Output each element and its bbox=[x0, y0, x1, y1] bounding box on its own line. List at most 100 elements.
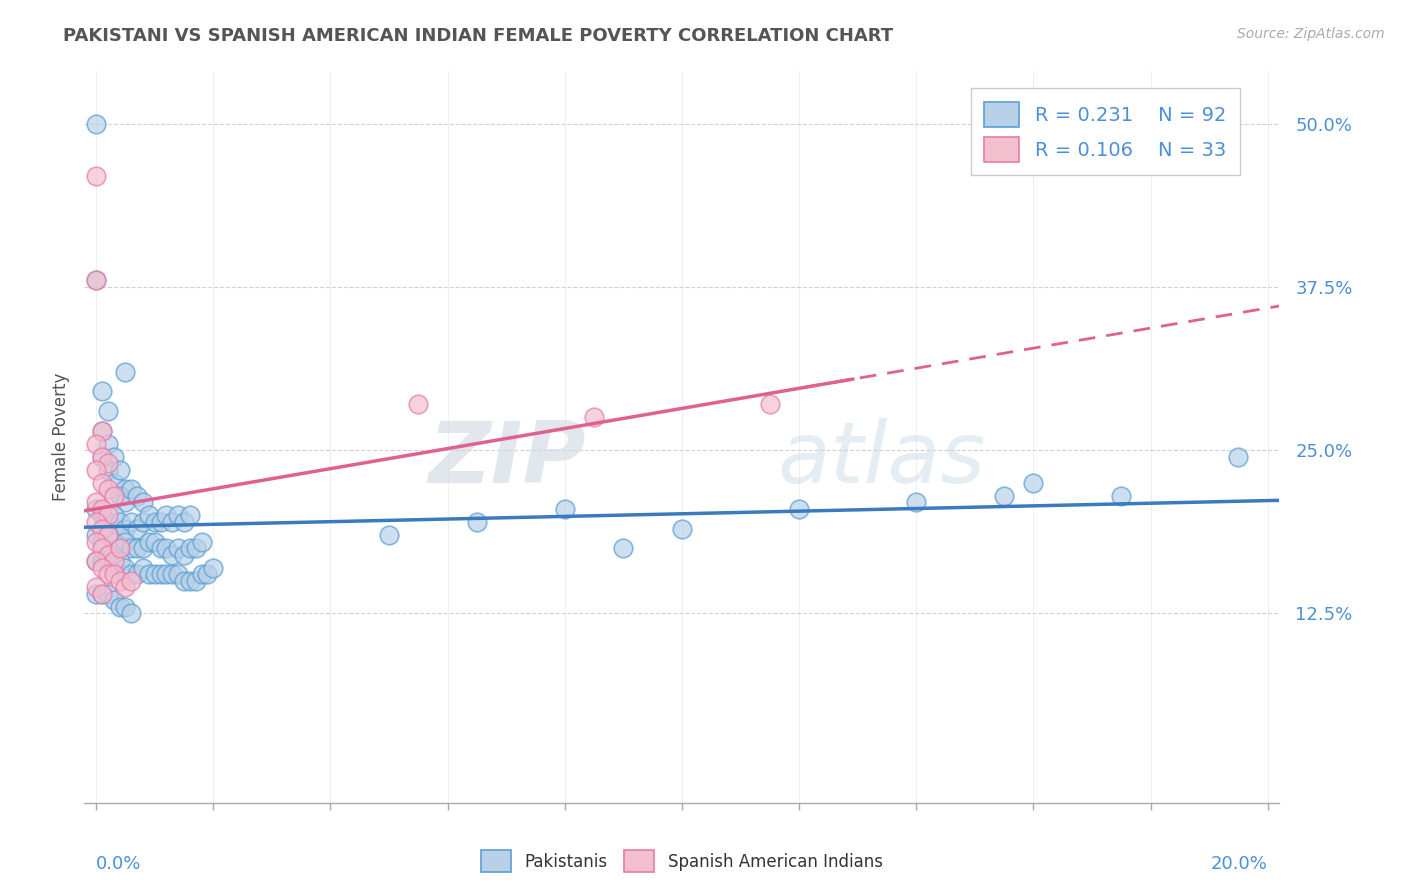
Point bbox=[90, 554, 114, 568]
Point bbox=[143, 515, 166, 529]
Point bbox=[90, 424, 114, 438]
Point bbox=[179, 508, 201, 523]
Point bbox=[143, 534, 166, 549]
Point bbox=[149, 515, 172, 529]
Point bbox=[114, 534, 136, 549]
Point bbox=[162, 567, 183, 582]
Point bbox=[97, 463, 120, 477]
Point bbox=[759, 397, 782, 411]
Point bbox=[103, 475, 125, 490]
Point bbox=[114, 560, 136, 574]
Point bbox=[149, 541, 172, 555]
Point bbox=[108, 599, 131, 614]
Point bbox=[202, 560, 225, 574]
Point bbox=[90, 541, 114, 555]
Point bbox=[90, 521, 114, 535]
Y-axis label: Female Poverty: Female Poverty bbox=[52, 373, 70, 501]
Point bbox=[408, 397, 430, 411]
Point bbox=[114, 580, 136, 594]
Point bbox=[671, 521, 693, 535]
Point bbox=[465, 515, 488, 529]
Point bbox=[132, 495, 155, 509]
Point bbox=[84, 580, 107, 594]
Point bbox=[97, 567, 120, 582]
Point bbox=[1111, 489, 1133, 503]
Point bbox=[108, 541, 131, 555]
Point bbox=[84, 169, 107, 183]
Point bbox=[97, 483, 120, 497]
Point bbox=[378, 528, 401, 542]
Point bbox=[84, 554, 107, 568]
Point bbox=[173, 515, 195, 529]
Point bbox=[97, 528, 120, 542]
Point bbox=[90, 502, 114, 516]
Point bbox=[143, 567, 166, 582]
Point bbox=[554, 502, 576, 516]
Point bbox=[90, 508, 114, 523]
Point bbox=[127, 489, 149, 503]
Point bbox=[114, 521, 136, 535]
Point bbox=[149, 567, 172, 582]
Point bbox=[184, 574, 207, 588]
Point bbox=[97, 456, 120, 470]
Point bbox=[90, 450, 114, 464]
Point bbox=[103, 554, 125, 568]
Point bbox=[108, 574, 131, 588]
Point bbox=[993, 489, 1015, 503]
Point bbox=[114, 599, 136, 614]
Point bbox=[190, 567, 212, 582]
Point bbox=[84, 528, 107, 542]
Point bbox=[155, 567, 177, 582]
Point bbox=[120, 515, 142, 529]
Point bbox=[90, 475, 114, 490]
Point bbox=[120, 574, 142, 588]
Point bbox=[103, 450, 125, 464]
Point bbox=[179, 541, 201, 555]
Point bbox=[84, 117, 107, 131]
Text: ZIP: ZIP bbox=[429, 417, 586, 500]
Point bbox=[84, 273, 107, 287]
Point bbox=[103, 489, 125, 503]
Point bbox=[103, 534, 125, 549]
Point bbox=[90, 424, 114, 438]
Point bbox=[179, 574, 201, 588]
Point bbox=[138, 534, 160, 549]
Point bbox=[90, 587, 114, 601]
Legend: Pakistanis, Spanish American Indians: Pakistanis, Spanish American Indians bbox=[474, 844, 890, 879]
Point bbox=[97, 528, 120, 542]
Point bbox=[90, 560, 114, 574]
Point bbox=[84, 502, 107, 516]
Point bbox=[184, 541, 207, 555]
Point bbox=[787, 502, 810, 516]
Point bbox=[120, 541, 142, 555]
Point bbox=[138, 508, 160, 523]
Point bbox=[120, 607, 142, 621]
Point bbox=[97, 404, 120, 418]
Point bbox=[120, 483, 142, 497]
Point bbox=[197, 567, 219, 582]
Point bbox=[90, 384, 114, 399]
Point bbox=[84, 463, 107, 477]
Point bbox=[108, 463, 131, 477]
Point bbox=[155, 541, 177, 555]
Point bbox=[173, 574, 195, 588]
Point bbox=[612, 541, 634, 555]
Point bbox=[132, 515, 155, 529]
Point bbox=[583, 410, 606, 425]
Text: 0.0%: 0.0% bbox=[96, 855, 142, 873]
Point bbox=[97, 515, 120, 529]
Point bbox=[114, 495, 136, 509]
Point bbox=[108, 489, 131, 503]
Point bbox=[167, 541, 190, 555]
Point bbox=[97, 548, 120, 562]
Point bbox=[84, 554, 107, 568]
Text: atlas: atlas bbox=[778, 417, 986, 500]
Point bbox=[103, 567, 125, 582]
Point bbox=[90, 534, 114, 549]
Point bbox=[132, 541, 155, 555]
Point bbox=[167, 567, 190, 582]
Point bbox=[103, 508, 125, 523]
Point bbox=[97, 436, 120, 450]
Point bbox=[84, 273, 107, 287]
Point bbox=[1022, 475, 1045, 490]
